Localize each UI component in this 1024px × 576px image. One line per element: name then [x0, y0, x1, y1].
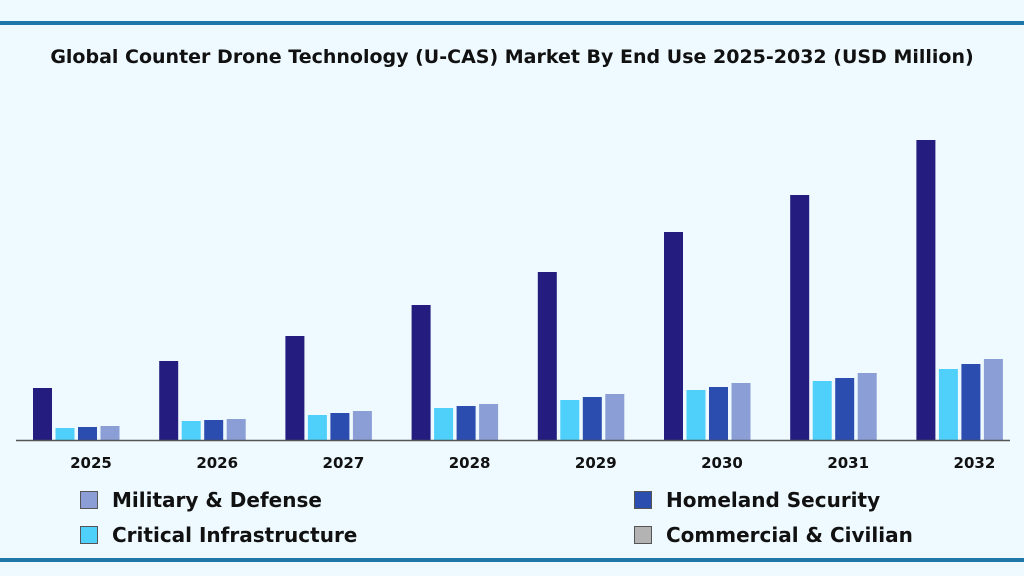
bar [330, 413, 350, 440]
x-tick-label: 2027 [323, 454, 365, 472]
bottom-border [0, 558, 1024, 562]
bar [434, 408, 454, 440]
bar [605, 394, 625, 440]
bar [181, 421, 201, 440]
chart-title: Global Counter Drone Technology (U-CAS) … [50, 46, 974, 68]
bar [33, 388, 52, 440]
bar [100, 426, 120, 440]
bar [560, 400, 580, 440]
legend-swatch [80, 526, 98, 544]
legend-label: Military & Defense [112, 488, 322, 512]
x-tick-label: 2029 [575, 454, 617, 472]
legend-item: Military & Defense [80, 488, 322, 512]
legend-swatch [634, 526, 652, 544]
x-tick-label: 2032 [954, 454, 996, 472]
bar [983, 359, 1003, 440]
bar [938, 369, 958, 440]
bar [411, 305, 431, 440]
bar [226, 419, 246, 440]
top-border [0, 21, 1024, 25]
legend-swatch [80, 491, 98, 509]
bar [812, 381, 832, 440]
bar [790, 195, 810, 440]
legend-item: Homeland Security [634, 488, 880, 512]
bar [352, 411, 372, 440]
x-tick-label: 2030 [701, 454, 743, 472]
bar [285, 336, 305, 440]
x-tick-label: 2025 [70, 454, 112, 472]
bar [709, 387, 728, 440]
bar [204, 420, 224, 440]
bar [537, 272, 557, 440]
bar [857, 373, 877, 440]
x-tick-label: 2031 [827, 454, 869, 472]
bar [835, 378, 855, 440]
bar [307, 415, 327, 440]
bar [961, 364, 981, 440]
bar [479, 404, 499, 440]
bar [731, 383, 751, 440]
legend-label: Critical Infrastructure [112, 523, 358, 547]
legend-label: Commercial & Civilian [666, 523, 913, 547]
bar [686, 390, 706, 440]
x-tick-label: 2026 [196, 454, 238, 472]
legend-item: Commercial & Civilian [634, 523, 913, 547]
bar [55, 428, 75, 440]
bar [78, 427, 97, 440]
x-tick-label: 2028 [449, 454, 491, 472]
bar [664, 232, 683, 440]
legend-label: Homeland Security [666, 488, 881, 512]
bar [582, 397, 602, 440]
legend-swatch [634, 491, 652, 509]
legend-item: Critical Infrastructure [80, 523, 357, 547]
bar [159, 361, 179, 440]
bar [456, 406, 476, 440]
bar [916, 140, 936, 440]
